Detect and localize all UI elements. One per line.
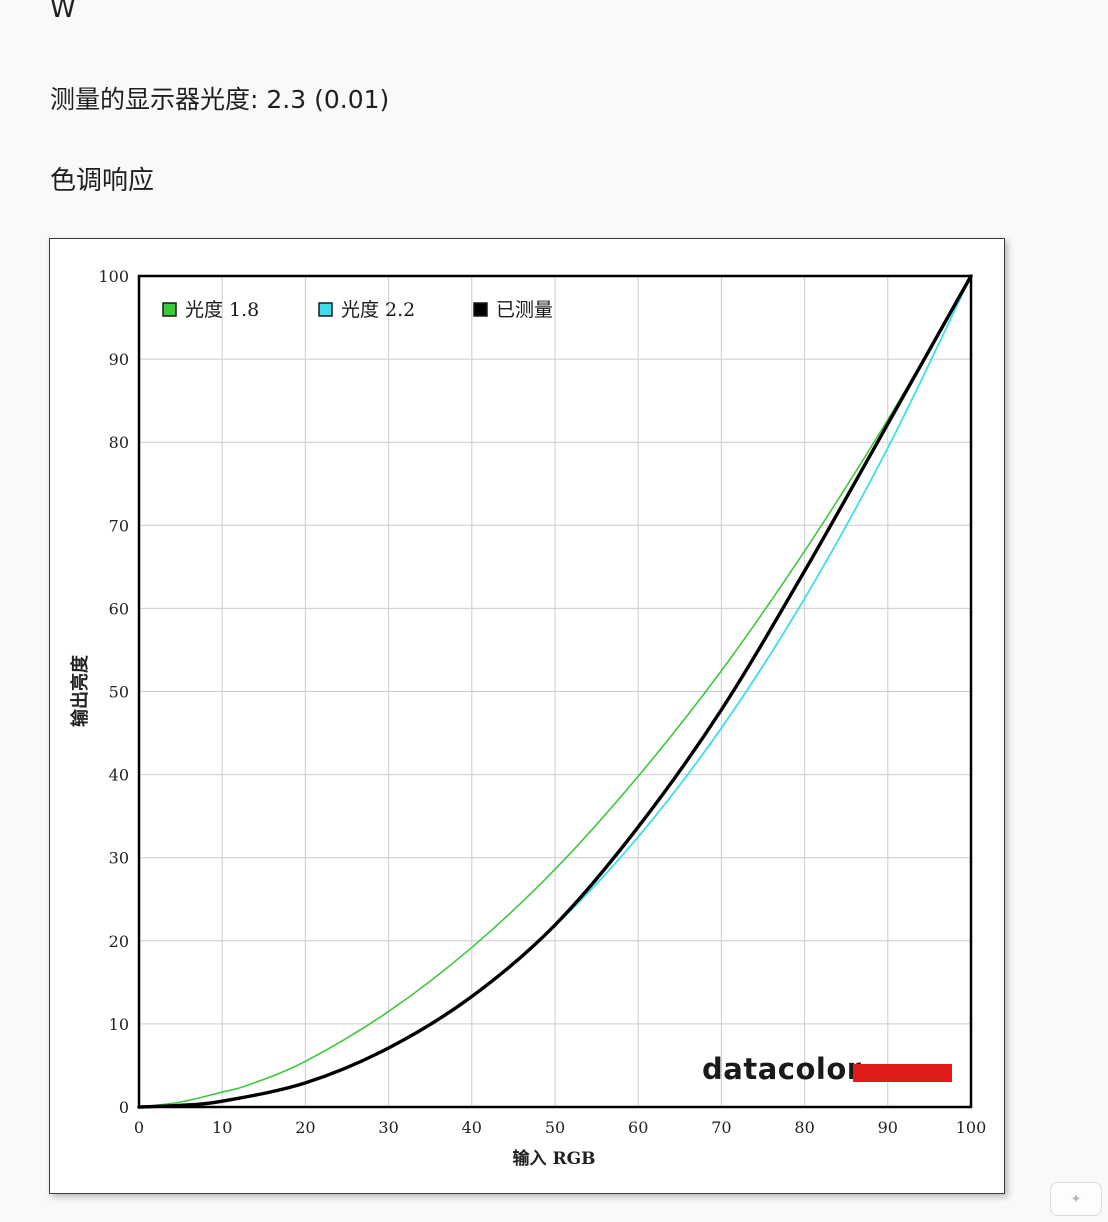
- y-tick-label: 40: [109, 766, 129, 785]
- tone-response-chart: 0 10 20 30 40 50 60 70 80 90 100 0 10 20 30 40 50 60 70 80 9…: [49, 238, 1005, 1194]
- legend: 光度 1.8 光度 2.2 已测量: [162, 299, 553, 321]
- series-line-0: [138, 275, 972, 1108]
- measured-gamma-line: 测量的显示器光度: 2.3 (0.01): [50, 80, 389, 116]
- datacolor-logo-text: datacolor: [702, 1052, 862, 1086]
- y-axis-title: 输出亮度: [69, 654, 91, 727]
- legend-swatch-1: [318, 302, 333, 317]
- y-tick-label: 70: [109, 516, 129, 535]
- y-tick-label: 50: [109, 683, 129, 702]
- series-lines: [137, 274, 973, 1109]
- y-tick-label: 0: [119, 1098, 129, 1117]
- measured-gamma-label: 测量的显示器光度:: [50, 85, 259, 114]
- x-tick-label: 50: [545, 1118, 565, 1137]
- legend-swatch-2: [473, 302, 488, 317]
- measured-gamma-value: 2.3 (0.01): [266, 85, 390, 114]
- site-watermark: ✦: [1050, 1182, 1102, 1216]
- legend-label-0: 光度 1.8: [185, 299, 259, 321]
- section-title: 色调响应: [50, 166, 155, 196]
- x-tick-label: 100: [956, 1118, 987, 1137]
- datacolor-logo: datacolor: [702, 1052, 952, 1086]
- x-tick-label: 90: [878, 1118, 898, 1137]
- y-tick-label: 10: [109, 1015, 129, 1034]
- series-line-2: [137, 274, 973, 1109]
- x-tick-label: 80: [794, 1118, 814, 1137]
- x-tick-label: 60: [628, 1118, 648, 1137]
- y-tick-label: 80: [109, 433, 129, 452]
- legend-label-2: 已测量: [496, 299, 553, 321]
- x-tick-label: 20: [295, 1118, 315, 1137]
- legend-swatch-0: [162, 302, 177, 317]
- x-tick-label: 70: [711, 1118, 731, 1137]
- legend-label-1: 光度 2.2: [341, 299, 415, 321]
- plot-border: [137, 274, 973, 1109]
- x-tick-label: 10: [212, 1118, 232, 1137]
- x-tick-label: 0: [134, 1118, 144, 1137]
- y-tick-label: 90: [109, 350, 129, 369]
- y-tick-label: 20: [109, 932, 129, 951]
- y-tick-label: 30: [109, 849, 129, 868]
- y-tick-label: 100: [98, 267, 129, 286]
- datacolor-logo-bar: [853, 1064, 952, 1082]
- y-tick-label: 60: [109, 599, 129, 618]
- window-label: W: [50, 0, 76, 24]
- x-axis-title: 输入 RGB: [513, 1148, 596, 1169]
- x-tick-label: 40: [462, 1118, 482, 1137]
- chart-svg: 0 10 20 30 40 50 60 70 80 90 100 0 10 20 30 40 50 60 70 80 9…: [69, 267, 986, 1169]
- tick-labels: 0 10 20 30 40 50 60 70 80 90 100 0 10 20 30 40 50 60 70 80 9…: [98, 267, 986, 1137]
- x-tick-label: 30: [378, 1118, 398, 1137]
